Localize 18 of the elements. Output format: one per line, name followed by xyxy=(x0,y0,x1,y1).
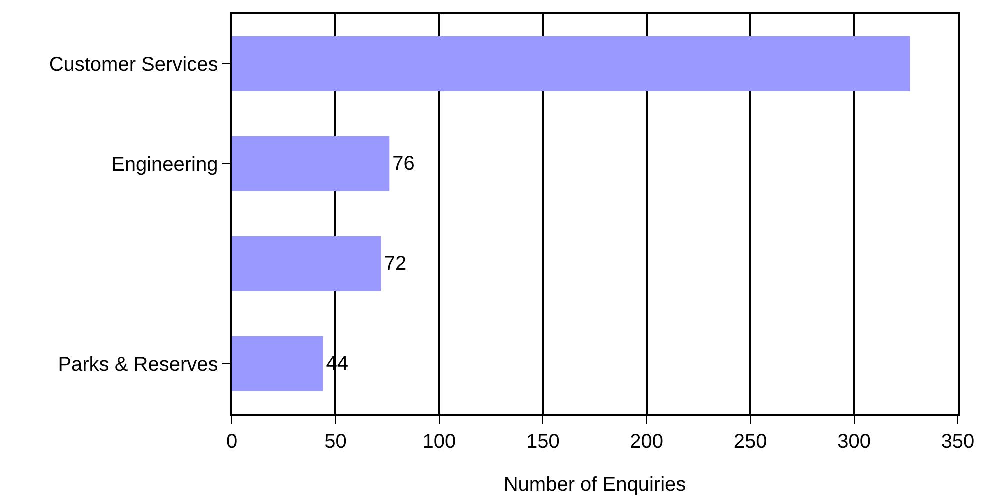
x-tick-label: 150 xyxy=(526,430,560,453)
bar xyxy=(232,336,324,392)
bar xyxy=(232,36,910,92)
x-tick-label: 300 xyxy=(838,430,871,453)
y-tick-label: Engineering xyxy=(112,154,218,176)
x-tick-label: 350 xyxy=(941,430,975,453)
x-tick-label: 200 xyxy=(630,430,664,453)
y-tick-label: Customer Services xyxy=(49,54,218,76)
x-tick-label: 0 xyxy=(226,430,238,453)
data-label: 76 xyxy=(392,153,415,175)
x-axis-title: Number of Enquiries xyxy=(504,474,686,496)
bar xyxy=(232,136,390,192)
bar xyxy=(232,236,382,292)
x-tick-label: 100 xyxy=(422,430,456,453)
x-tick-label: 250 xyxy=(734,430,768,453)
x-tick-label: 50 xyxy=(324,430,347,453)
y-tick-label: Parks & Reserves xyxy=(58,354,218,376)
data-label: 72 xyxy=(384,253,407,275)
